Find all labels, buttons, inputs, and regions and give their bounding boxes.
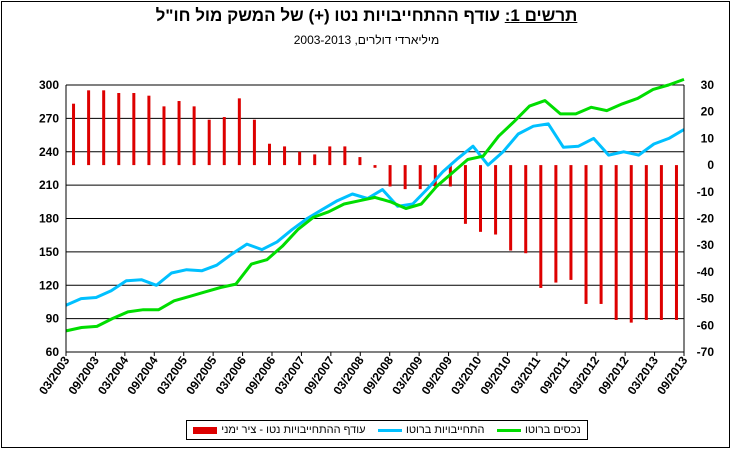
right-tick-label: -50 [697,292,715,306]
left-tick-label: 210 [39,178,59,192]
legend-swatch-bars [193,426,218,434]
right-tick-label: -20 [697,212,715,226]
title-text: עודף ההתחייבויות נטו (+) של המשק מול חו"… [155,6,500,25]
subtitle-period: 2003-2013 [293,33,352,47]
legend-item-liabilities: התחייבויות ברוטו [378,424,484,436]
right-tick-label: -10 [697,185,715,199]
left-tick-label: 90 [46,312,60,326]
bar [102,90,106,166]
bar [659,165,663,320]
left-tick-label: 180 [39,212,59,226]
bar [343,146,347,166]
bar [539,165,543,288]
bar [674,165,678,320]
bar [147,95,151,166]
line-liabilities [65,122,685,307]
right-tick-label: -40 [697,265,715,279]
right-tick-label: 0 [707,158,714,172]
bar [599,165,603,304]
subtitle-unit: מיליארדי דולרים, [354,33,440,47]
legend-swatch-liabilities [378,428,402,432]
bar [584,165,588,304]
left-tick-label: 60 [46,345,60,359]
bar [418,165,422,190]
bar [72,103,76,166]
bar [222,117,226,166]
bar [494,165,498,235]
bar [569,165,573,280]
bar [629,165,633,323]
right-tick-label: 30 [701,78,715,92]
bar [358,157,362,166]
bar [313,154,317,166]
x-tick-label: 09/2013 [654,353,691,397]
bar [117,93,121,166]
bar [252,119,256,166]
bar [644,165,648,320]
right-tick-label: -60 [697,318,715,332]
right-tick-label: 20 [701,105,715,119]
legend-swatch-assets [496,428,521,432]
chart-title: תרשים 1: עודף ההתחייבויות נטו (+) של המש… [0,6,733,26]
bar [524,165,528,254]
bar [433,165,437,187]
right-tick-label: 10 [701,131,715,145]
figure-label: תרשים 1: [504,6,578,25]
legend-label-bars: עודף ההתחייבויות נטו - ציר ימני [221,424,366,436]
legend-item-bars: עודף ההתחייבויות נטו - ציר ימני [193,424,366,436]
bar [328,146,332,166]
bar [388,165,392,187]
legend-label-assets: נכסים ברוטו [524,424,581,436]
bar [267,143,271,166]
bar [237,98,241,166]
bar [509,165,513,251]
bar [132,93,136,166]
right-tick-label: -70 [697,345,715,359]
bar [177,101,181,166]
bar [162,106,166,166]
legend-item-assets: נכסים ברוטו [496,424,581,436]
bar [192,106,196,166]
bar [479,165,483,232]
left-tick-label: 270 [39,111,59,125]
left-tick-label: 240 [39,145,59,159]
left-tick-label: 300 [39,78,59,92]
bar [614,165,618,320]
right-tick-label: -30 [697,238,715,252]
left-tick-label: 120 [39,278,59,292]
chart-subtitle: מיליארדי דולרים, 2003-2013 [0,33,733,47]
bar [87,90,91,166]
bar [373,165,377,168]
bar [207,119,211,166]
chart-legend: עודף ההתחייבויות נטו - ציר ימני התחייבוי… [186,420,588,440]
bar [298,151,302,166]
bar [463,165,467,224]
bar [403,165,407,190]
line-assets [65,77,685,333]
left-tick-label: 150 [39,245,59,259]
legend-label-liabilities: התחייבויות ברוטו [406,424,485,436]
bar [283,146,287,166]
bar [554,165,558,283]
